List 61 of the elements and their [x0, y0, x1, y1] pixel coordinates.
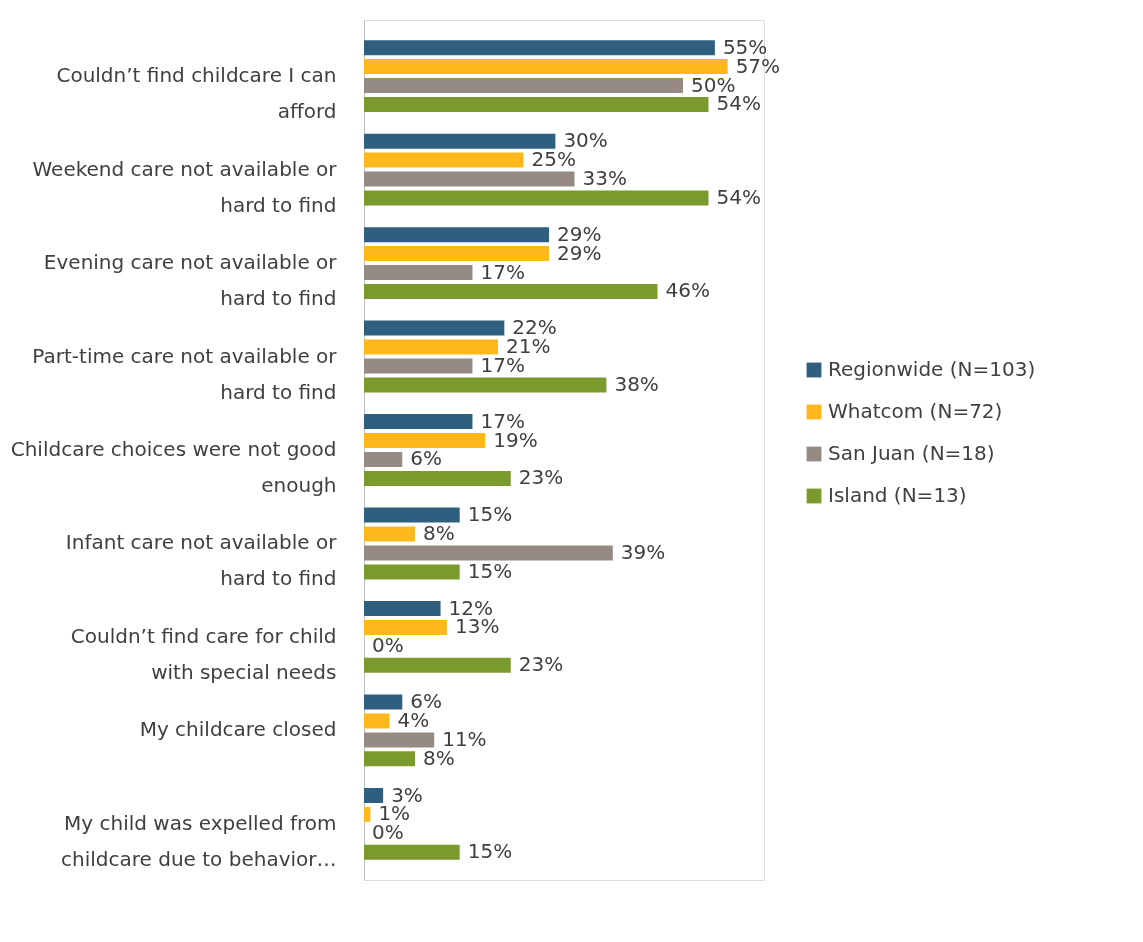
data-label: 6% — [410, 446, 443, 471]
bar — [364, 451, 403, 467]
bar — [364, 377, 607, 393]
bar — [364, 751, 416, 767]
bar — [364, 339, 498, 355]
bar — [364, 133, 556, 149]
data-label: 15% — [467, 839, 513, 864]
bar — [364, 844, 460, 860]
bar — [364, 283, 658, 299]
bar — [364, 190, 709, 206]
data-label: 54% — [716, 184, 761, 209]
data-label: 0% — [372, 633, 404, 658]
data-label: 39% — [620, 539, 666, 564]
bar — [364, 732, 435, 748]
y-tick-label: Couldn’t find childcare I can afford — [56, 63, 337, 124]
bar — [364, 358, 473, 374]
y-tick-label: Evening care not available or hard to find — [43, 250, 338, 311]
bar — [364, 78, 683, 94]
data-label: 8% — [423, 521, 455, 546]
bar — [364, 694, 403, 710]
bar — [364, 96, 709, 112]
data-label: 23% — [518, 652, 564, 677]
bar — [364, 507, 460, 523]
y-tick-label: Couldn’t find care for child with special needs — [70, 623, 337, 684]
bar — [364, 40, 715, 56]
y-tick-label: Weekend care not available or hard to find — [32, 156, 338, 217]
data-label: 23% — [518, 465, 564, 490]
bar — [364, 152, 524, 168]
y-tick-label: My childcare closed — [139, 717, 337, 742]
legend-label: Regionwide (N=103) — [828, 357, 1036, 381]
legend-label: San Juan (N=18) — [828, 441, 995, 465]
bar — [364, 619, 447, 635]
bar — [364, 246, 550, 262]
bar — [364, 657, 511, 673]
data-label: 33% — [582, 166, 627, 191]
bar — [364, 601, 441, 617]
bar — [364, 59, 728, 75]
bar — [364, 713, 390, 729]
data-label: 17% — [480, 259, 525, 284]
legend-label: Island (N=13) — [828, 483, 967, 507]
bar — [364, 171, 575, 187]
bar — [364, 433, 486, 449]
y-tick-label: Infant care not available or hard to find — [65, 530, 338, 591]
data-label: 38% — [614, 371, 659, 396]
legend-label: Whatcom (N=72) — [828, 399, 1003, 423]
bar — [364, 806, 371, 822]
bar — [364, 265, 473, 281]
bar — [364, 414, 473, 430]
bar — [364, 564, 460, 580]
data-label: 15% — [467, 558, 513, 583]
bar — [364, 227, 550, 243]
data-label: 15% — [467, 502, 513, 527]
y-tick-label: Part-time care not available or hard to find — [32, 343, 338, 404]
bar — [364, 526, 416, 542]
bar — [364, 320, 505, 336]
bar — [364, 788, 384, 804]
data-label: 46% — [665, 278, 710, 303]
y-tick-label: Childcare choices were not good enough — [10, 437, 337, 497]
bar — [364, 545, 613, 561]
bar — [364, 470, 511, 486]
y-tick-label: My child was expelled from childcare due to behavior… — [61, 810, 337, 871]
